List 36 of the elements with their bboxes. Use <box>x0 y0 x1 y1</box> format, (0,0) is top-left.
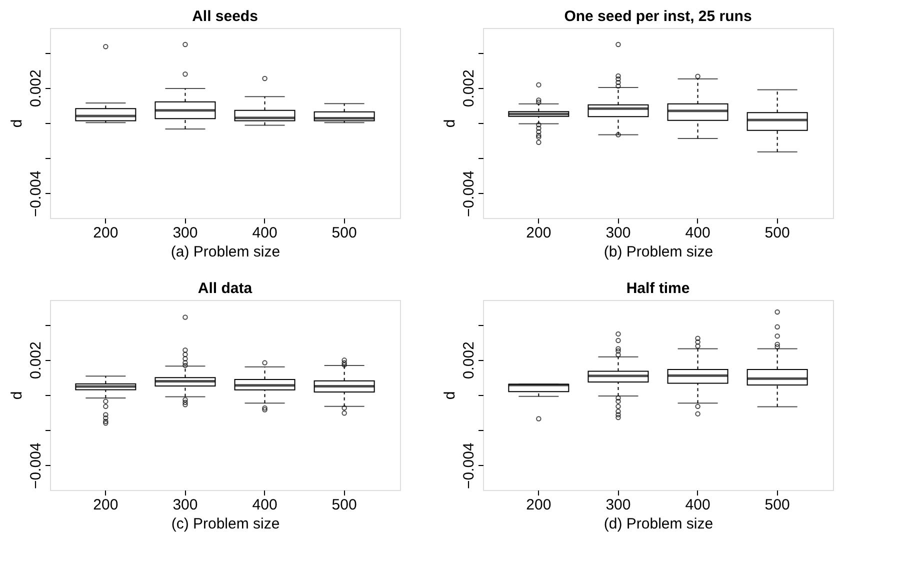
x-tick-label: 400 <box>685 496 710 514</box>
x-axis-title: (c) Problem size <box>171 516 280 532</box>
x-tick-label: 300 <box>172 224 198 242</box>
y-tick-label: 0.002 <box>460 70 478 108</box>
x-tick-label: 400 <box>252 224 278 242</box>
x-axis-title: (a) Problem size <box>170 244 280 260</box>
x-tick-label: 500 <box>764 496 790 514</box>
x-tick-label: 400 <box>685 224 710 242</box>
y-tick-label: −0.004 <box>460 442 478 490</box>
x-tick-label: 400 <box>252 496 278 514</box>
x-tick-label: 200 <box>526 496 552 514</box>
x-tick-label: 300 <box>172 496 198 514</box>
x-tick-label: 500 <box>764 224 790 242</box>
x-axis-title: (d) Problem size <box>604 516 714 532</box>
y-tick-label: 0.002 <box>28 70 44 108</box>
y-tick-label: 0.002 <box>460 342 478 380</box>
y-tick-label: −0.004 <box>28 170 44 218</box>
y-axis-title: d <box>8 391 26 400</box>
chart-title: All seeds <box>192 8 258 25</box>
y-tick-label: 0.002 <box>28 342 44 380</box>
x-tick-label: 200 <box>93 496 118 514</box>
chart-title: Half time <box>626 280 690 297</box>
x-tick-label: 500 <box>332 496 357 514</box>
x-tick-label: 200 <box>526 224 552 242</box>
x-tick-label: 200 <box>93 224 118 242</box>
y-tick-label: −0.004 <box>460 170 478 218</box>
y-tick-label: −0.004 <box>28 442 44 490</box>
x-tick-label: 300 <box>606 224 631 242</box>
y-axis-title: d <box>8 119 26 128</box>
y-axis-title: d <box>442 119 458 128</box>
chart-title: All data <box>198 280 253 297</box>
x-tick-label: 500 <box>332 224 357 242</box>
y-axis-title: d <box>442 391 458 400</box>
x-tick-label: 300 <box>606 496 631 514</box>
x-axis-title: (b) Problem size <box>604 244 714 260</box>
chart-title: One seed per inst, 25 runs <box>564 8 752 25</box>
